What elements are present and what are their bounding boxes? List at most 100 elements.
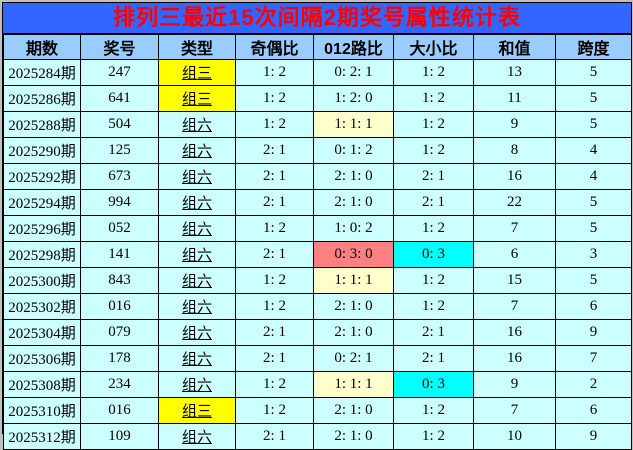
cell-number: 016 [80,397,159,424]
cell-period: 2025296期 [3,215,81,242]
cell-number: 178 [80,345,159,372]
cell-period: 2025284期 [3,59,81,86]
cell-big-small-ratio: 1: 2 [393,215,474,242]
cell-sum: 7 [473,397,556,424]
cell-012-road-ratio: 1: 1: 1 [313,267,394,294]
cell-sum: 11 [473,85,556,112]
cell-012-road-ratio: 2: 1: 0 [313,319,394,346]
cell-big-small-ratio: 1: 2 [393,59,474,86]
cell-odd-even-ratio: 1: 2 [235,371,314,398]
cell-number: 125 [80,137,159,164]
cell-type: 组六 [158,371,236,398]
cell-span: 3 [555,241,632,268]
cell-span: 5 [555,85,632,112]
cell-type: 组六 [158,189,236,216]
cell-type: 组三 [158,85,236,112]
cell-span: 9 [555,319,632,346]
cell-period: 2025290期 [3,137,81,164]
column-header-odd-even-ratio: 奇偶比 [235,34,314,60]
table-row: 2025300期 843 组六 1: 2 1: 1: 1 1: 2 15 5 [3,267,632,294]
cell-big-small-ratio: 1: 2 [393,85,474,112]
cell-sum: 22 [473,189,556,216]
cell-span: 7 [555,345,632,372]
cell-type: 组六 [158,267,236,294]
cell-type: 组三 [158,397,236,424]
cell-sum: 9 [473,371,556,398]
cell-span: 6 [555,293,632,320]
cell-012-road-ratio: 0: 3: 0 [313,241,394,268]
cell-number: 247 [80,59,159,86]
cell-type: 组六 [158,163,236,190]
cell-type: 组六 [158,241,236,268]
cell-012-road-ratio: 2: 1: 0 [313,293,394,320]
table-row: 2025304期 079 组六 2: 1 2: 1: 0 2: 1 16 9 [3,319,632,346]
cell-012-road-ratio: 0: 2: 1 [313,59,394,86]
cell-period: 2025312期 [3,423,81,450]
cell-odd-even-ratio: 2: 1 [235,241,314,268]
cell-number: 141 [80,241,159,268]
cell-span: 5 [555,59,632,86]
column-header-sum: 和值 [473,34,556,60]
column-header-number: 奖号 [80,34,159,60]
cell-odd-even-ratio: 1: 2 [235,267,314,294]
cell-period: 2025298期 [3,241,81,268]
cell-type: 组六 [158,345,236,372]
cell-big-small-ratio: 1: 2 [393,293,474,320]
cell-period: 2025300期 [3,267,81,294]
cell-big-small-ratio: 0: 3 [393,241,474,268]
cell-odd-even-ratio: 2: 1 [235,423,314,450]
cell-sum: 10 [473,423,556,450]
cell-number: 079 [80,319,159,346]
cell-012-road-ratio: 2: 1: 0 [313,423,394,450]
cell-type: 组六 [158,319,236,346]
cell-sum: 16 [473,345,556,372]
cell-012-road-ratio: 1: 0: 2 [313,215,394,242]
table-row: 2025306期 178 组六 2: 1 0: 2: 1 2: 1 16 7 [3,345,632,372]
cell-012-road-ratio: 2: 1: 0 [313,397,394,424]
page-title: 排列三最近15次间隔2期奖号属性统计表 [3,3,631,34]
cell-sum: 9 [473,111,556,138]
cell-number: 673 [80,163,159,190]
cell-012-road-ratio: 2: 1: 0 [313,163,394,190]
cell-sum: 7 [473,215,556,242]
cell-sum: 6 [473,241,556,268]
cell-period: 2025288期 [3,111,81,138]
cell-type: 组六 [158,293,236,320]
cell-span: 6 [555,397,632,424]
column-header-012-road-ratio: 012路比 [313,34,394,60]
table-row: 2025284期 247 组三 1: 2 0: 2: 1 1: 2 13 5 [3,59,632,86]
cell-span: 9 [555,423,632,450]
cell-big-small-ratio: 0: 3 [393,371,474,398]
cell-number: 641 [80,85,159,112]
cell-odd-even-ratio: 2: 1 [235,345,314,372]
table-row: 2025312期 109 组六 2: 1 2: 1: 0 1: 2 10 9 [3,423,632,450]
cell-odd-even-ratio: 1: 2 [235,59,314,86]
cell-span: 4 [555,137,632,164]
cell-012-road-ratio: 1: 1: 1 [313,111,394,138]
cell-number: 016 [80,293,159,320]
cell-big-small-ratio: 2: 1 [393,189,474,216]
cell-sum: 8 [473,137,556,164]
cell-odd-even-ratio: 2: 1 [235,137,314,164]
cell-012-road-ratio: 1: 1: 1 [313,371,394,398]
cell-sum: 13 [473,59,556,86]
cell-type: 组六 [158,137,236,164]
cell-number: 994 [80,189,159,216]
cell-number: 504 [80,111,159,138]
cell-big-small-ratio: 1: 2 [393,267,474,294]
column-header-period: 期数 [3,34,81,60]
cell-sum: 16 [473,319,556,346]
table-row: 2025294期 994 组六 2: 1 2: 1: 0 2: 1 22 5 [3,189,632,216]
table-row: 2025292期 673 组六 2: 1 2: 1: 0 2: 1 16 4 [3,163,632,190]
cell-odd-even-ratio: 1: 2 [235,293,314,320]
cell-odd-even-ratio: 1: 2 [235,85,314,112]
cell-odd-even-ratio: 1: 2 [235,111,314,138]
cell-012-road-ratio: 2: 1: 0 [313,189,394,216]
